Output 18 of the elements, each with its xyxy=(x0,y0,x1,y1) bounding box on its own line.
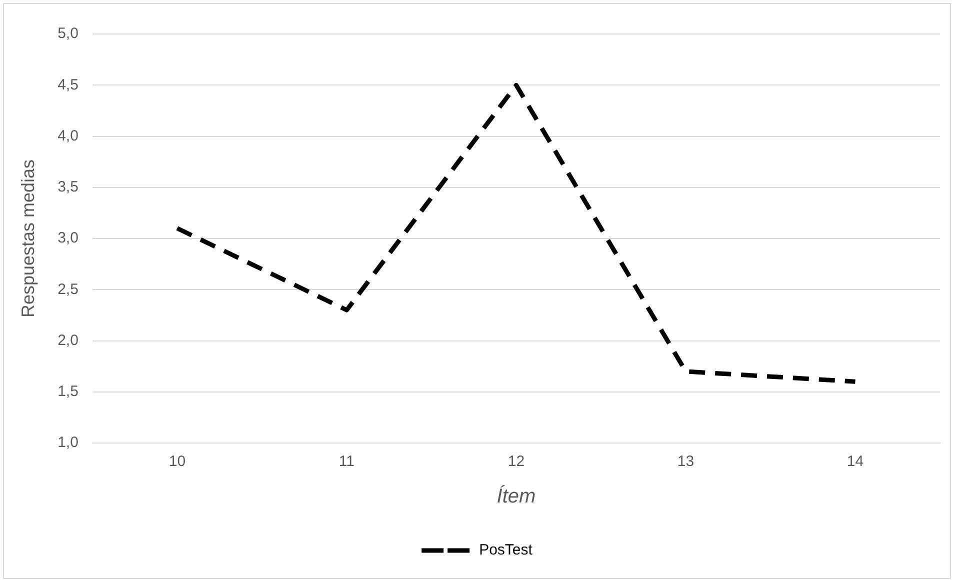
x-tick-label: 11 xyxy=(338,453,355,470)
y-axis-title: Respuestas medias xyxy=(18,159,38,318)
y-tick-label: 4,0 xyxy=(58,127,78,144)
y-tick-label: 1,5 xyxy=(58,383,78,400)
x-tick-label: 14 xyxy=(846,453,864,470)
x-tick-label: 12 xyxy=(508,453,525,470)
y-tick-label: 1,0 xyxy=(58,434,78,452)
y-tick-label: 2,5 xyxy=(58,280,78,298)
legend-label: PosTest xyxy=(479,542,534,559)
y-tick-label: 5,0 xyxy=(58,25,78,42)
y-tick-label: 4,5 xyxy=(58,76,78,94)
y-tick-label: 3,0 xyxy=(58,230,78,247)
y-tick-label: 2,0 xyxy=(58,332,78,349)
x-axis-title: Ítem xyxy=(496,484,536,508)
x-tick-label: 13 xyxy=(677,453,694,470)
y-tick-label: 3,5 xyxy=(58,178,78,196)
line-series xyxy=(174,82,858,384)
x-tick-label: 10 xyxy=(168,453,186,470)
